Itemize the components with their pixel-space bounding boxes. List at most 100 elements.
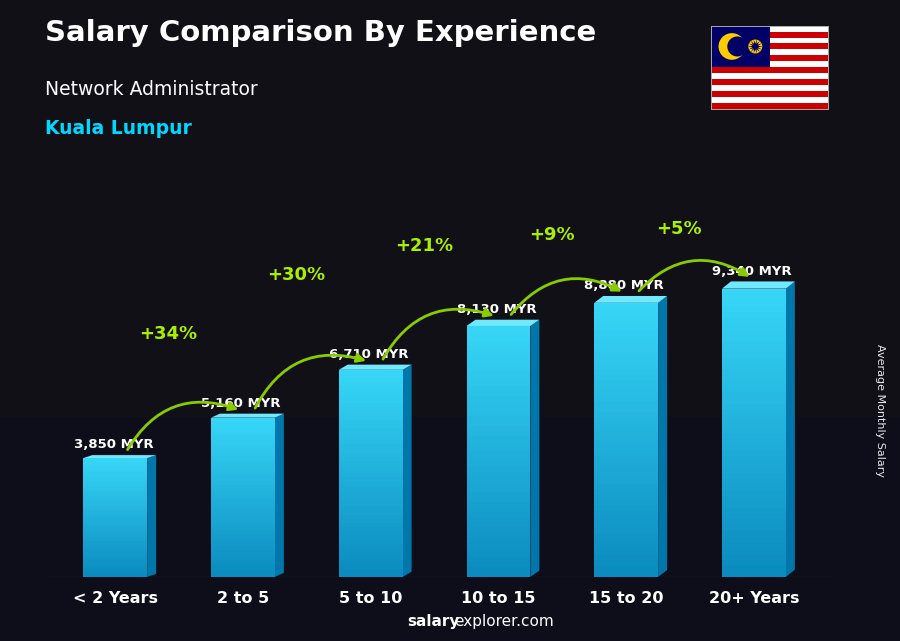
Bar [466,371,530,376]
Bar [212,488,274,491]
Text: 8,130 MYR: 8,130 MYR [457,303,536,316]
Bar [338,527,402,531]
Bar [466,512,530,517]
Bar [722,450,786,456]
Bar [722,398,786,404]
Text: explorer.com: explorer.com [454,615,554,629]
Bar [338,444,402,449]
Bar [212,574,274,577]
Bar [466,506,530,512]
Bar [212,449,274,453]
Bar [212,485,274,488]
Bar [212,497,274,501]
Bar [338,503,402,506]
Bar [594,396,658,401]
Bar [84,491,148,494]
Bar [338,399,402,403]
Bar [594,336,658,341]
Polygon shape [530,320,539,577]
Bar [84,508,148,510]
Bar [84,570,148,572]
Bar [338,473,402,478]
Bar [711,38,828,44]
Bar [722,375,786,381]
Bar [212,453,274,456]
Bar [594,407,658,412]
Bar [84,463,148,465]
Bar [84,574,148,577]
Text: 6,710 MYR: 6,710 MYR [329,348,409,361]
Bar [338,552,402,556]
Bar [466,361,530,366]
Bar [84,484,148,487]
Bar [466,346,530,351]
Bar [722,467,786,473]
Bar [338,415,402,419]
Bar [338,469,402,473]
Bar [212,440,274,443]
Bar [722,294,786,300]
Bar [84,558,148,560]
Bar [711,73,828,79]
Bar [722,502,786,508]
Bar [711,91,828,97]
Bar [594,385,658,390]
Bar [594,555,658,560]
Bar [338,424,402,428]
Bar [722,300,786,306]
Bar [466,517,530,522]
Bar [466,356,530,361]
Bar [722,433,786,438]
Polygon shape [274,413,284,577]
Polygon shape [749,41,753,45]
Bar [466,557,530,562]
Bar [338,428,402,432]
Bar [84,539,148,541]
Bar [212,501,274,504]
Bar [466,336,530,341]
Bar [0,417,900,641]
Bar [722,346,786,352]
Bar [722,329,786,335]
Polygon shape [757,40,760,44]
Bar [594,467,658,473]
Bar [722,519,786,525]
Text: Average Monthly Salary: Average Monthly Salary [875,344,886,477]
Bar [711,26,828,31]
Polygon shape [749,48,753,52]
Bar [722,571,786,577]
Bar [594,341,658,347]
Bar [594,435,658,440]
Bar [84,572,148,574]
Bar [338,556,402,560]
Bar [594,560,658,566]
Bar [466,331,530,336]
Bar [594,472,658,478]
Bar [722,456,786,462]
Bar [212,418,274,421]
Polygon shape [338,365,411,370]
Bar [722,352,786,358]
Bar [594,517,658,522]
Text: Salary Comparison By Experience: Salary Comparison By Experience [45,19,596,47]
Bar [594,528,658,533]
Bar [711,55,828,62]
Bar [84,529,148,532]
Bar [212,481,274,485]
Bar [466,426,530,431]
Bar [466,467,530,472]
Bar [338,548,402,552]
Bar [212,532,274,535]
Bar [594,325,658,330]
Bar [594,303,658,308]
Text: +21%: +21% [395,237,453,255]
Bar [594,412,658,418]
Bar [722,381,786,387]
Circle shape [718,33,745,60]
Bar [338,523,402,527]
Text: +9%: +9% [528,226,574,244]
Text: salary: salary [408,615,460,629]
Bar [466,522,530,527]
Bar [338,572,402,577]
Bar [212,551,274,554]
